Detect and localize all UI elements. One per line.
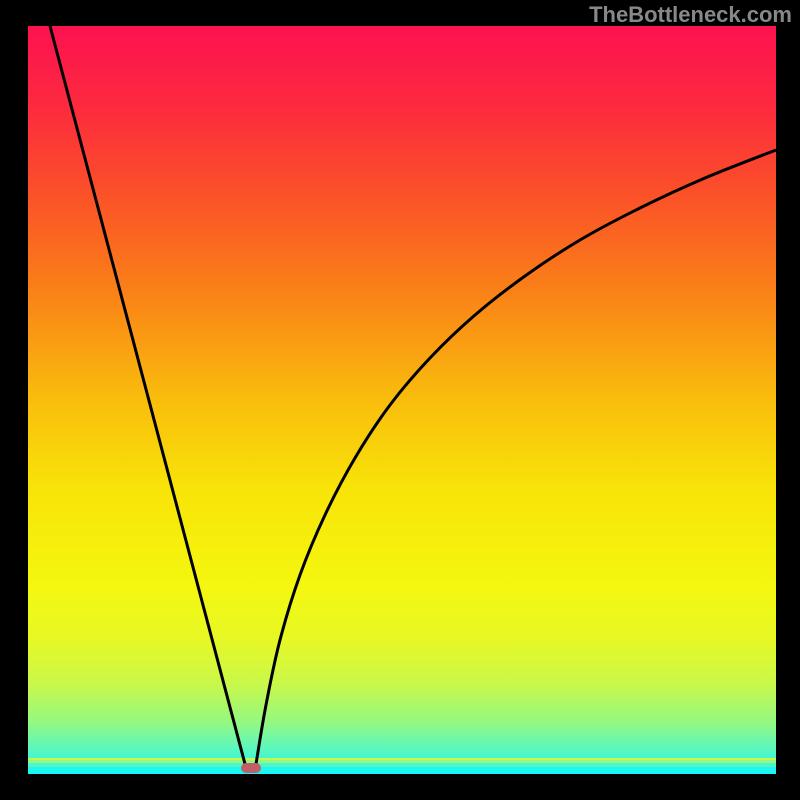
chart-container: { "watermark": { "text": "TheBottleneck.…	[0, 0, 800, 800]
optimal-zone-marker	[241, 763, 261, 773]
watermark-text: TheBottleneck.com	[589, 2, 792, 28]
plot-area	[28, 26, 776, 774]
green-bottom-band	[28, 758, 776, 774]
bottleneck-curve-chart	[0, 0, 800, 800]
